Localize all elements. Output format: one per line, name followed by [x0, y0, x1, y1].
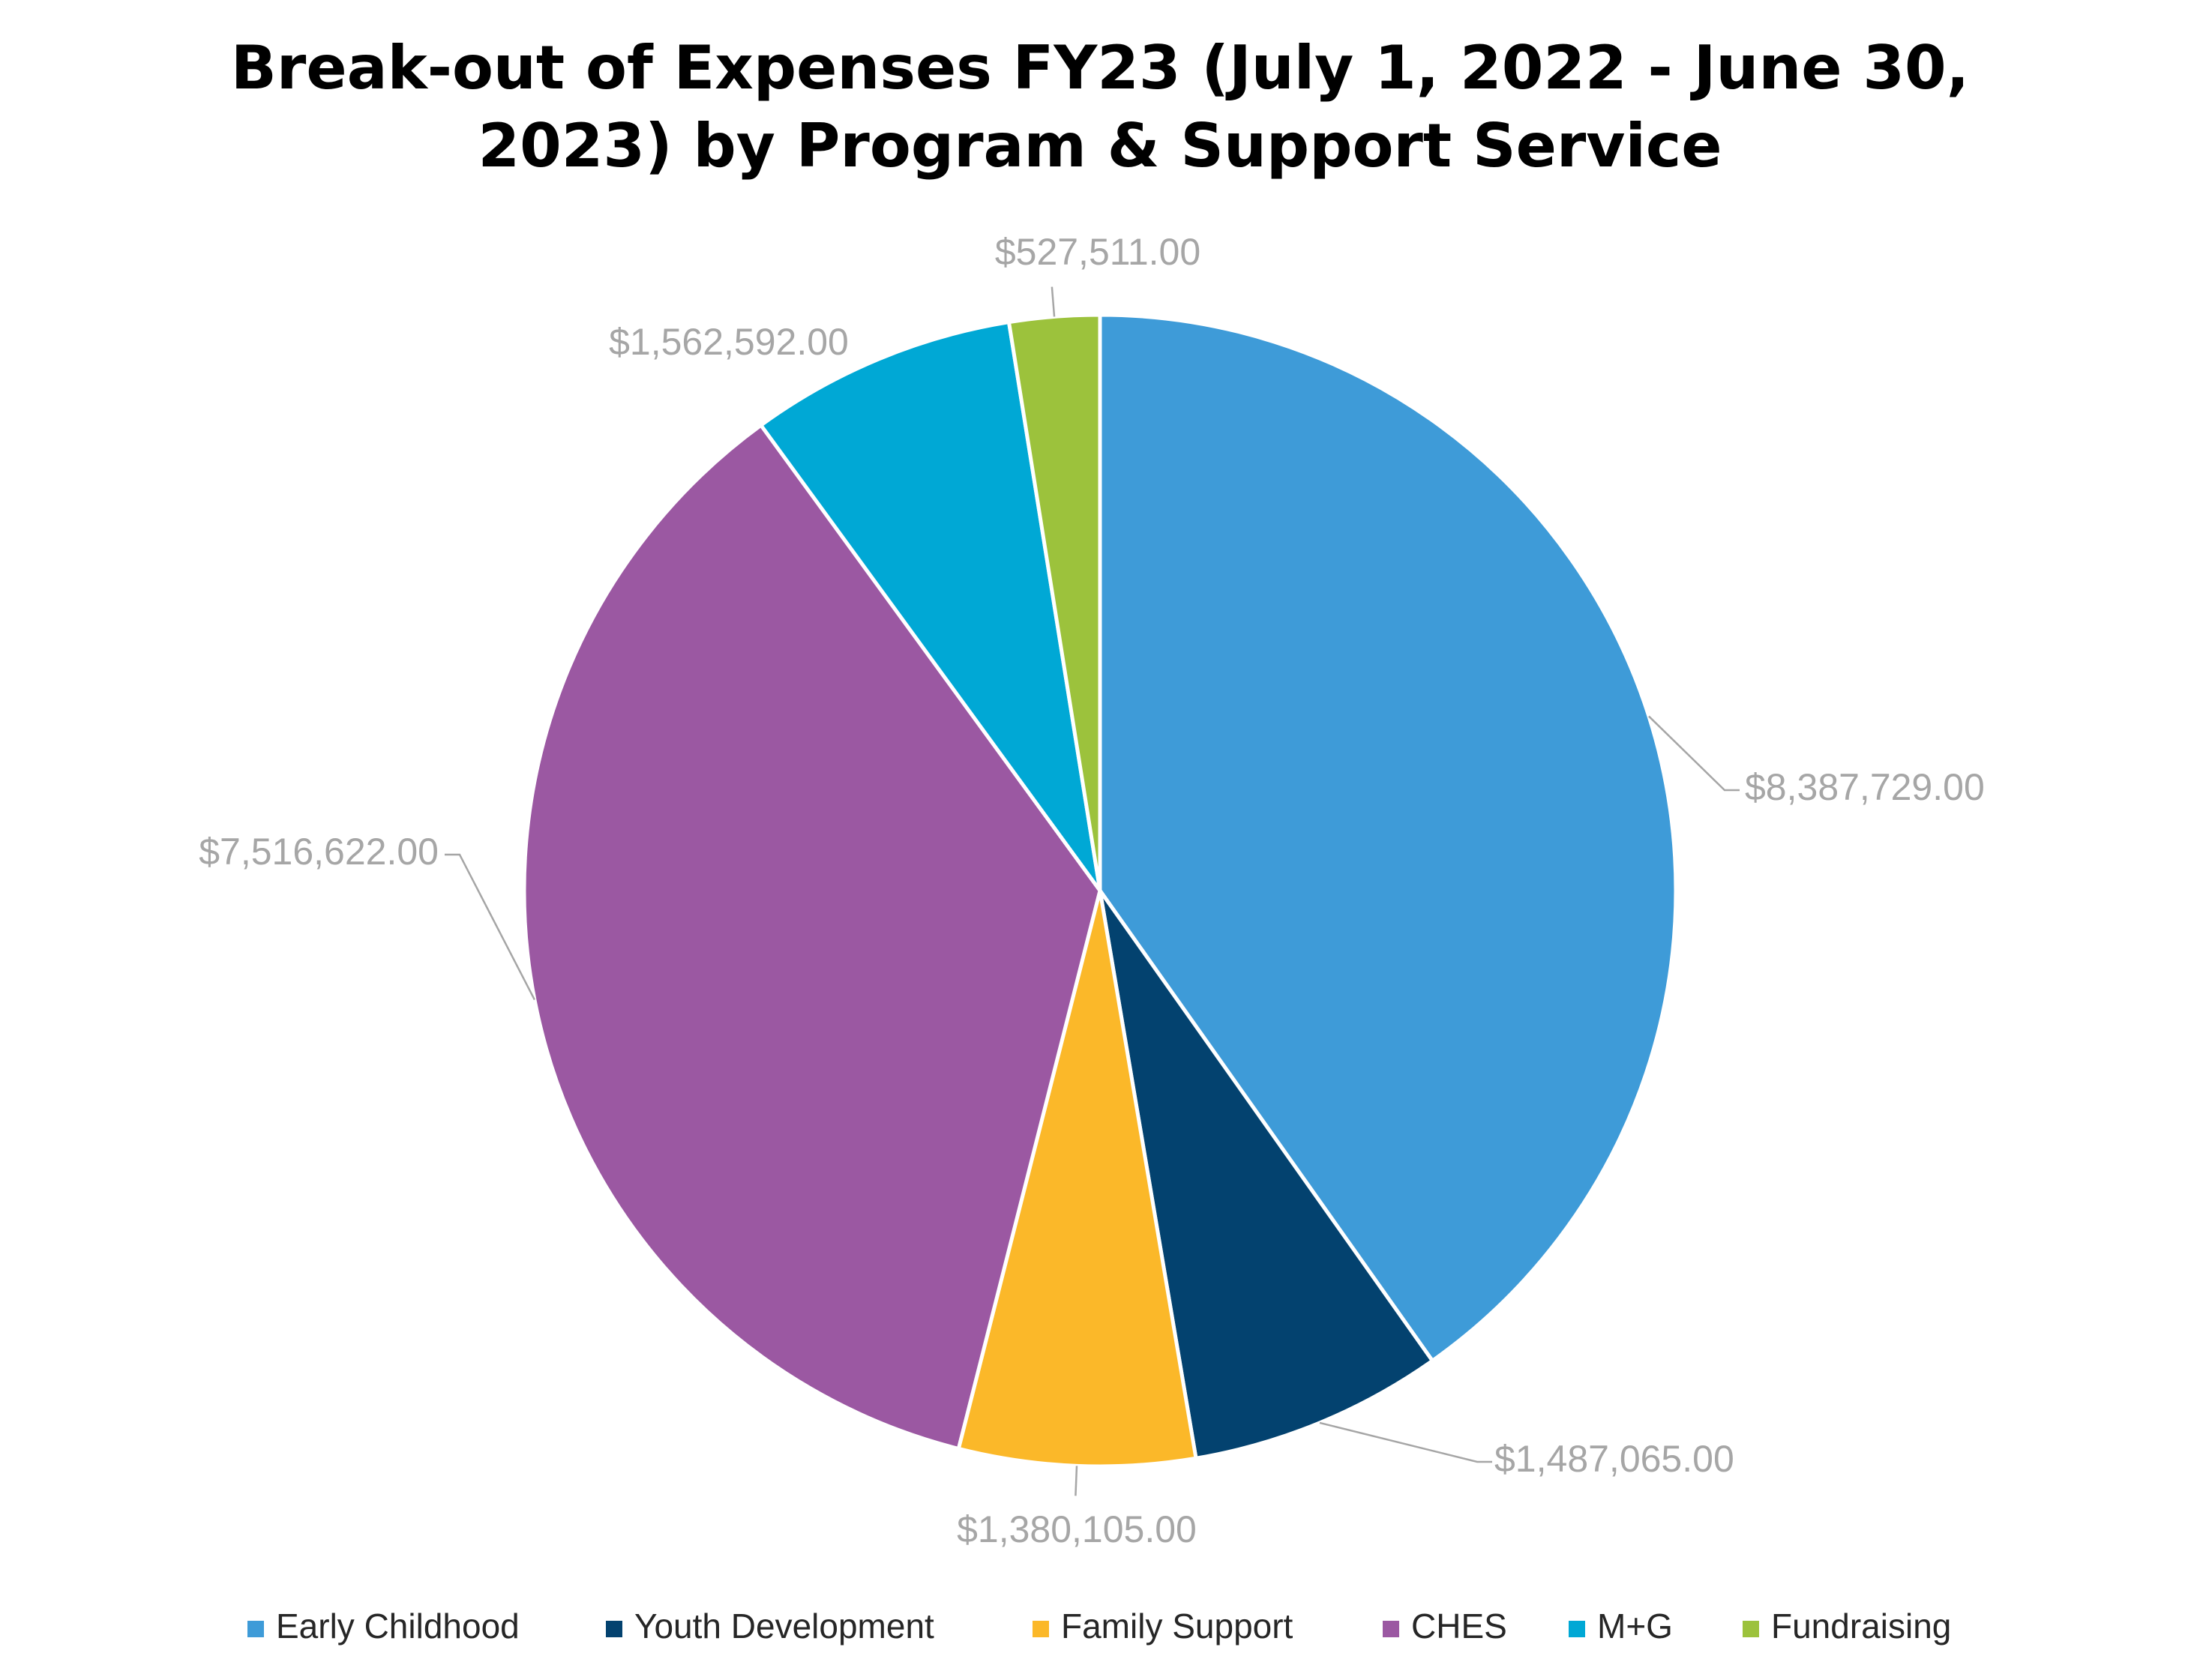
legend: Early Childhood Youth Development Family S… — [247, 1607, 1951, 1646]
chart-title-line-1: Break-out of Expenses FY23 (July 1, 2022… — [231, 33, 1969, 103]
data-label-ches: $7,516,622.00 — [199, 831, 439, 873]
legend-label-ches: CHES — [1411, 1607, 1507, 1646]
leader-line-ches — [445, 853, 536, 1001]
legend-label-m-g: M+G — [1597, 1607, 1673, 1646]
data-label-family-support: $1,380,105.00 — [957, 1508, 1197, 1550]
pie-slices — [522, 313, 1678, 1469]
pie-slice-youth-development — [1098, 889, 1435, 1461]
legend-swatch-ches — [1383, 1621, 1399, 1637]
legend-label-family-support: Family Support — [1061, 1607, 1293, 1646]
legend-swatch-fundraising — [1743, 1621, 1759, 1637]
data-labels: $8,387,729.00 $1,487,065.00 $1,380,105.00 $… — [199, 231, 1985, 1550]
pie-slice-early-childhood — [1098, 313, 1678, 1364]
data-label-m-g: $1,562,592.00 — [609, 321, 849, 363]
leader-lines — [445, 286, 1740, 1496]
leader-line-fundraising — [1051, 286, 1056, 317]
legend-swatch-family-support — [1033, 1621, 1049, 1637]
legend-swatch-early-childhood — [247, 1621, 264, 1637]
data-label-early-childhood: $8,387,729.00 — [1745, 766, 1985, 808]
legend-label-early-childhood: Early Childhood — [276, 1607, 520, 1646]
pie-slice-m-g — [758, 319, 1102, 892]
legend-label-youth-development: Youth Development — [634, 1607, 934, 1646]
data-label-youth-development: $1,487,065.00 — [1494, 1438, 1734, 1480]
legend-label-fundraising: Fundraising — [1771, 1607, 1951, 1646]
legend-swatch-youth-development — [606, 1621, 622, 1637]
legend-swatch-m-g — [1569, 1621, 1585, 1637]
leader-line-early-childhood — [1648, 715, 1740, 792]
data-label-fundraising: $527,511.00 — [995, 231, 1200, 273]
leader-line-youth-development — [1319, 1421, 1492, 1463]
leader-line-family-support — [1075, 1466, 1078, 1496]
chart-title-line-2: 2023) by Program & Support Service — [478, 111, 1722, 181]
